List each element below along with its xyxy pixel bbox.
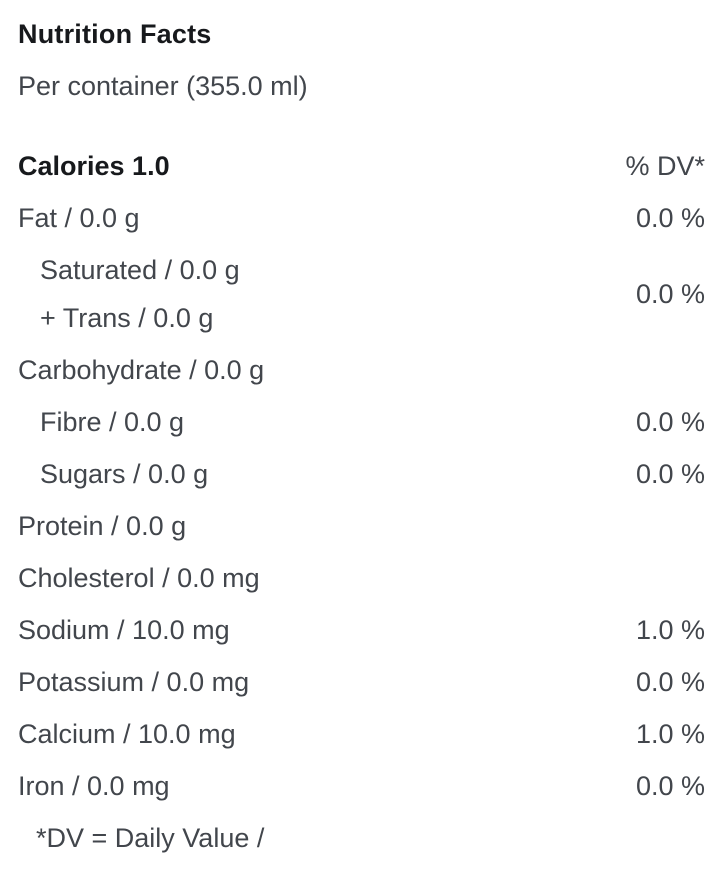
calcium-row: Calcium / 10.0 mg 1.0 %	[18, 708, 705, 760]
calories-row: Calories 1.0 % DV*	[18, 140, 705, 192]
trans-fat-label: + Trans / 0.0 g	[40, 303, 214, 333]
fibre-row: Fibre / 0.0 g 0.0 %	[18, 396, 705, 448]
calories-label: Calories 1.0	[18, 151, 170, 181]
footnote-row: *DV = Daily Value /	[18, 812, 705, 864]
nutrient-label: Iron / 0.0 mg	[18, 771, 170, 801]
saturated-trans-labels: Saturated / 0.0 g + Trans / 0.0 g	[18, 253, 240, 335]
nutrient-dv-value: 0.0 %	[635, 667, 705, 697]
daily-value-header: % DV*	[625, 151, 705, 181]
nutrient-label: Potassium / 0.0 mg	[18, 667, 250, 697]
nutrient-label: Protein / 0.0 g	[18, 511, 187, 541]
sodium-row: Sodium / 10.0 mg 1.0 %	[18, 604, 705, 656]
nutrient-label: Calcium / 10.0 mg	[18, 719, 236, 749]
cholesterol-row: Cholesterol / 0.0 mg	[18, 552, 705, 604]
carbohydrate-row: Carbohydrate / 0.0 g	[18, 344, 705, 396]
protein-row: Protein / 0.0 g	[18, 500, 705, 552]
nutrient-dv-value: 0.0 %	[635, 459, 705, 489]
nutrient-label: Carbohydrate / 0.0 g	[18, 355, 265, 385]
nutrient-label: Sodium / 10.0 mg	[18, 615, 230, 645]
saturated-trans-group: Saturated / 0.0 g + Trans / 0.0 g 0.0 %	[18, 244, 705, 344]
nutrient-dv-value: 0.0 %	[635, 407, 705, 437]
serving-size-text: Per container (355.0 ml)	[18, 71, 308, 101]
nutrient-dv-value: 0.0 %	[635, 771, 705, 801]
nutrient-label: Fat / 0.0 g	[18, 203, 140, 233]
nutrient-label: Cholesterol / 0.0 mg	[18, 563, 260, 593]
nutrient-dv-value: 0.0 %	[635, 203, 705, 233]
sugars-row: Sugars / 0.0 g 0.0 %	[18, 448, 705, 500]
nutrient-label: Fibre / 0.0 g	[40, 407, 185, 437]
nutrition-facts-title: Nutrition Facts	[18, 19, 212, 49]
nutrient-dv-value: 1.0 %	[635, 615, 705, 645]
potassium-row: Potassium / 0.0 mg 0.0 %	[18, 656, 705, 708]
saturated-fat-label: Saturated / 0.0 g	[40, 255, 240, 285]
nutrient-label: Sugars / 0.0 g	[40, 459, 209, 489]
daily-value-footnote: *DV = Daily Value /	[36, 823, 265, 853]
nutrient-dv-value: 1.0 %	[635, 719, 705, 749]
saturated-trans-dv-value: 0.0 %	[635, 278, 705, 309]
fat-row: Fat / 0.0 g 0.0 %	[18, 192, 705, 244]
iron-row: Iron / 0.0 mg 0.0 %	[18, 760, 705, 812]
